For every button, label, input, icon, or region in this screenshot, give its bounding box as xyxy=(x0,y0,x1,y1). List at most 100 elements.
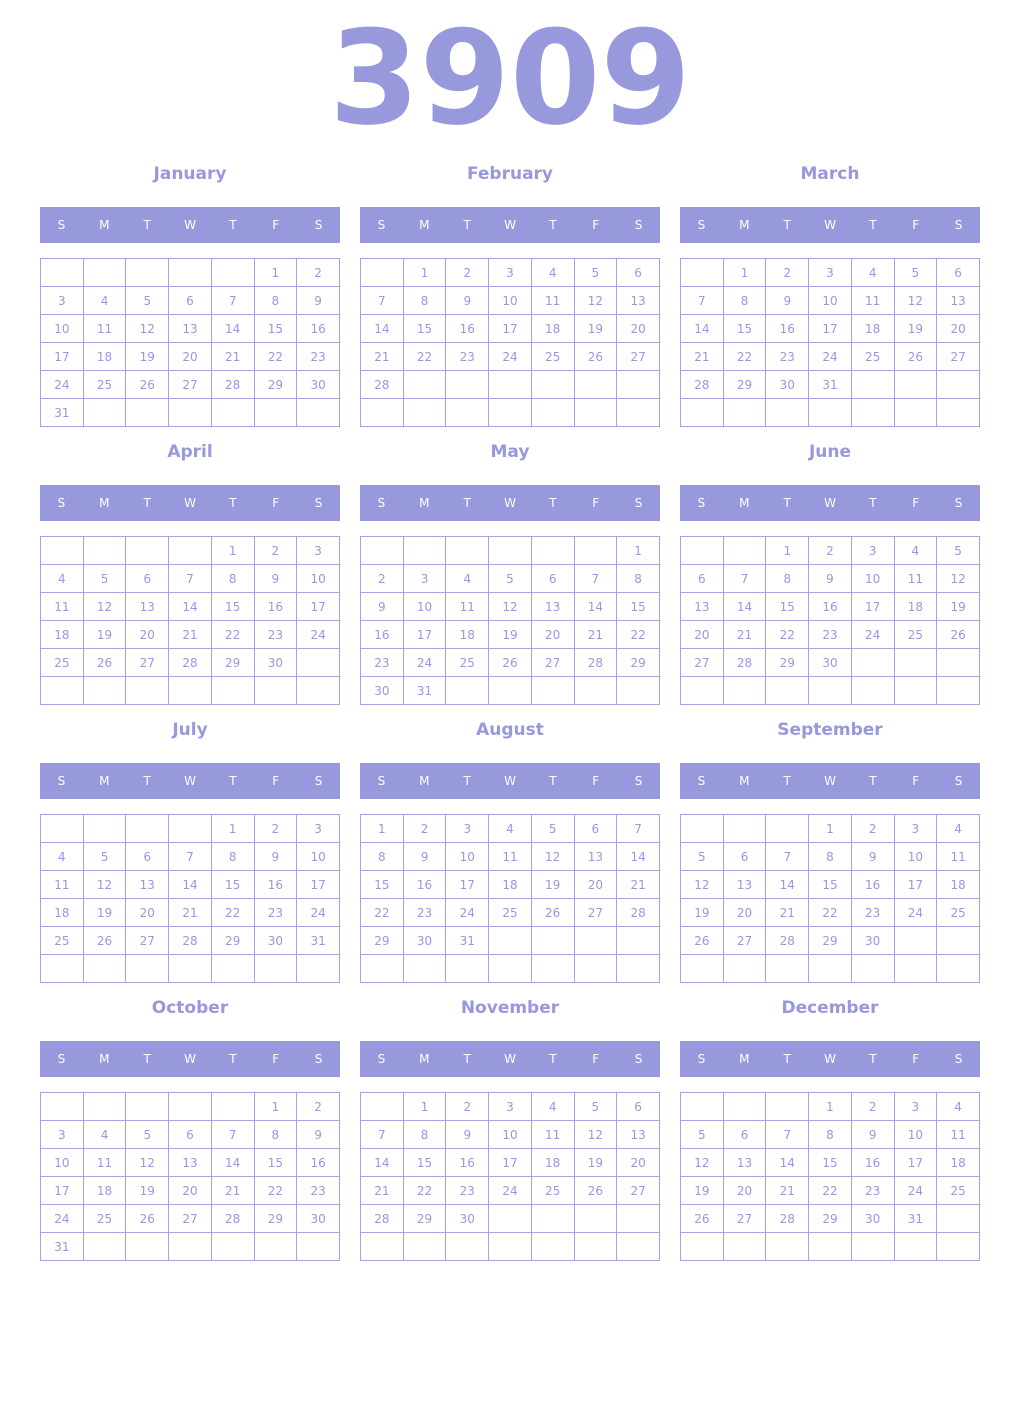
week-row: 12 13 14 15 16 17 18 xyxy=(680,1148,980,1177)
week-row: 19 20 21 22 23 24 25 xyxy=(680,898,980,927)
weekday-label: T xyxy=(463,1052,471,1066)
empty-day-cell xyxy=(253,398,298,427)
day-cell: 1 xyxy=(808,1092,852,1121)
weekday-label: T xyxy=(869,218,877,232)
week-row xyxy=(680,954,980,983)
day-cell: 5 xyxy=(125,286,170,315)
day-cell: 13 xyxy=(616,1120,660,1149)
day-cell: 8 xyxy=(808,1120,852,1149)
day-cell: 16 xyxy=(445,1148,490,1177)
weekday-label: W xyxy=(504,774,516,788)
weekday-label: W xyxy=(184,1052,196,1066)
weekday-label: S xyxy=(377,774,386,788)
week-row: 5 6 7 8 9 10 11 xyxy=(680,1120,980,1149)
day-cell: 19 xyxy=(680,1176,724,1205)
day-cell: 5 xyxy=(488,564,532,593)
day-cell: 20 xyxy=(168,342,212,371)
empty-day-cell xyxy=(616,398,660,427)
day-cell: 2 xyxy=(850,1092,895,1121)
day-cell: 10 xyxy=(850,564,895,593)
day-cell: 22 xyxy=(722,342,767,371)
day-cell: 23 xyxy=(808,620,852,649)
day-cell: 15 xyxy=(210,592,255,621)
day-cell: 21 xyxy=(168,620,212,649)
day-cell: 17 xyxy=(296,870,340,899)
day-cell: 7 xyxy=(616,814,660,843)
day-cell: 29 xyxy=(765,648,810,677)
empty-day-cell xyxy=(680,814,724,843)
day-cell: 26 xyxy=(530,898,575,927)
empty-day-cell xyxy=(680,536,724,565)
day-cell: 1 xyxy=(210,814,255,843)
day-cell: 26 xyxy=(82,648,127,677)
empty-day-cell xyxy=(530,926,575,955)
day-cell: 26 xyxy=(82,926,127,955)
day-cell: 25 xyxy=(82,370,127,399)
weekday-label: F xyxy=(272,1052,280,1066)
weekday-label: S xyxy=(314,1052,323,1066)
week-row: 11 12 13 14 15 16 17 xyxy=(40,592,340,621)
day-cell: 26 xyxy=(573,1176,618,1205)
empty-day-cell xyxy=(488,954,532,983)
day-cell: 31 xyxy=(445,926,490,955)
week-row: 26 27 28 29 30 xyxy=(680,926,980,955)
day-cell: 9 xyxy=(360,592,404,621)
empty-day-cell xyxy=(445,1232,490,1261)
empty-day-cell xyxy=(530,370,575,399)
day-cell: 30 xyxy=(296,370,340,399)
week-row: 21 22 23 24 25 26 27 xyxy=(360,342,660,371)
empty-day-cell xyxy=(530,398,575,427)
day-cell: 28 xyxy=(573,648,618,677)
empty-day-cell xyxy=(168,258,212,287)
weekday-label: T xyxy=(869,496,877,510)
day-cell: 15 xyxy=(210,870,255,899)
day-cell: 28 xyxy=(765,1204,810,1233)
empty-day-cell xyxy=(125,536,170,565)
empty-day-cell xyxy=(488,676,532,705)
empty-day-cell xyxy=(402,1232,447,1261)
day-grid: 1 2 3 4 5 6 7 8 9 10 11 12 13 14 15 16 17 18 19 20 21 22 23 24 2… xyxy=(40,536,340,705)
day-cell: 25 xyxy=(82,1204,127,1233)
day-cell: 30 xyxy=(253,926,298,955)
day-cell: 8 xyxy=(402,286,447,315)
day-cell: 22 xyxy=(360,898,404,927)
day-cell: 29 xyxy=(808,926,852,955)
day-cell: 31 xyxy=(402,676,447,705)
day-cell: 8 xyxy=(253,286,298,315)
day-cell: 23 xyxy=(360,648,404,677)
day-cell: 12 xyxy=(125,314,170,343)
weekday-label: T xyxy=(143,218,151,232)
day-cell: 7 xyxy=(765,1120,810,1149)
day-cell: 9 xyxy=(445,1120,490,1149)
day-cell: 30 xyxy=(360,676,404,705)
day-cell: 13 xyxy=(722,870,767,899)
month-december: December S M T W T F S 1 2 3 4 5 6 7 8 9 10 11 12 13 14 15 16 17… xyxy=(680,994,980,1264)
day-cell: 16 xyxy=(850,870,895,899)
empty-day-cell xyxy=(360,1092,404,1121)
day-cell: 23 xyxy=(445,1176,490,1205)
day-cell: 17 xyxy=(893,870,938,899)
weekday-label: S xyxy=(954,1052,963,1066)
month-title: December xyxy=(781,998,879,1018)
day-cell: 9 xyxy=(445,286,490,315)
empty-day-cell xyxy=(82,258,127,287)
day-cell: 17 xyxy=(488,314,532,343)
empty-day-cell xyxy=(765,1232,810,1261)
weekday-label: F xyxy=(272,774,280,788)
empty-day-cell xyxy=(722,536,767,565)
day-cell: 24 xyxy=(445,898,490,927)
day-cell: 27 xyxy=(530,648,575,677)
day-cell: 5 xyxy=(530,814,575,843)
week-row: 14 15 16 17 18 19 20 xyxy=(360,314,660,343)
empty-day-cell xyxy=(936,398,980,427)
day-cell: 4 xyxy=(936,814,980,843)
day-cell: 20 xyxy=(616,1148,660,1177)
empty-day-cell xyxy=(488,536,532,565)
day-cell: 22 xyxy=(808,898,852,927)
empty-day-cell xyxy=(680,1092,724,1121)
day-cell: 11 xyxy=(936,1120,980,1149)
day-cell: 28 xyxy=(360,1204,404,1233)
day-cell: 23 xyxy=(445,342,490,371)
